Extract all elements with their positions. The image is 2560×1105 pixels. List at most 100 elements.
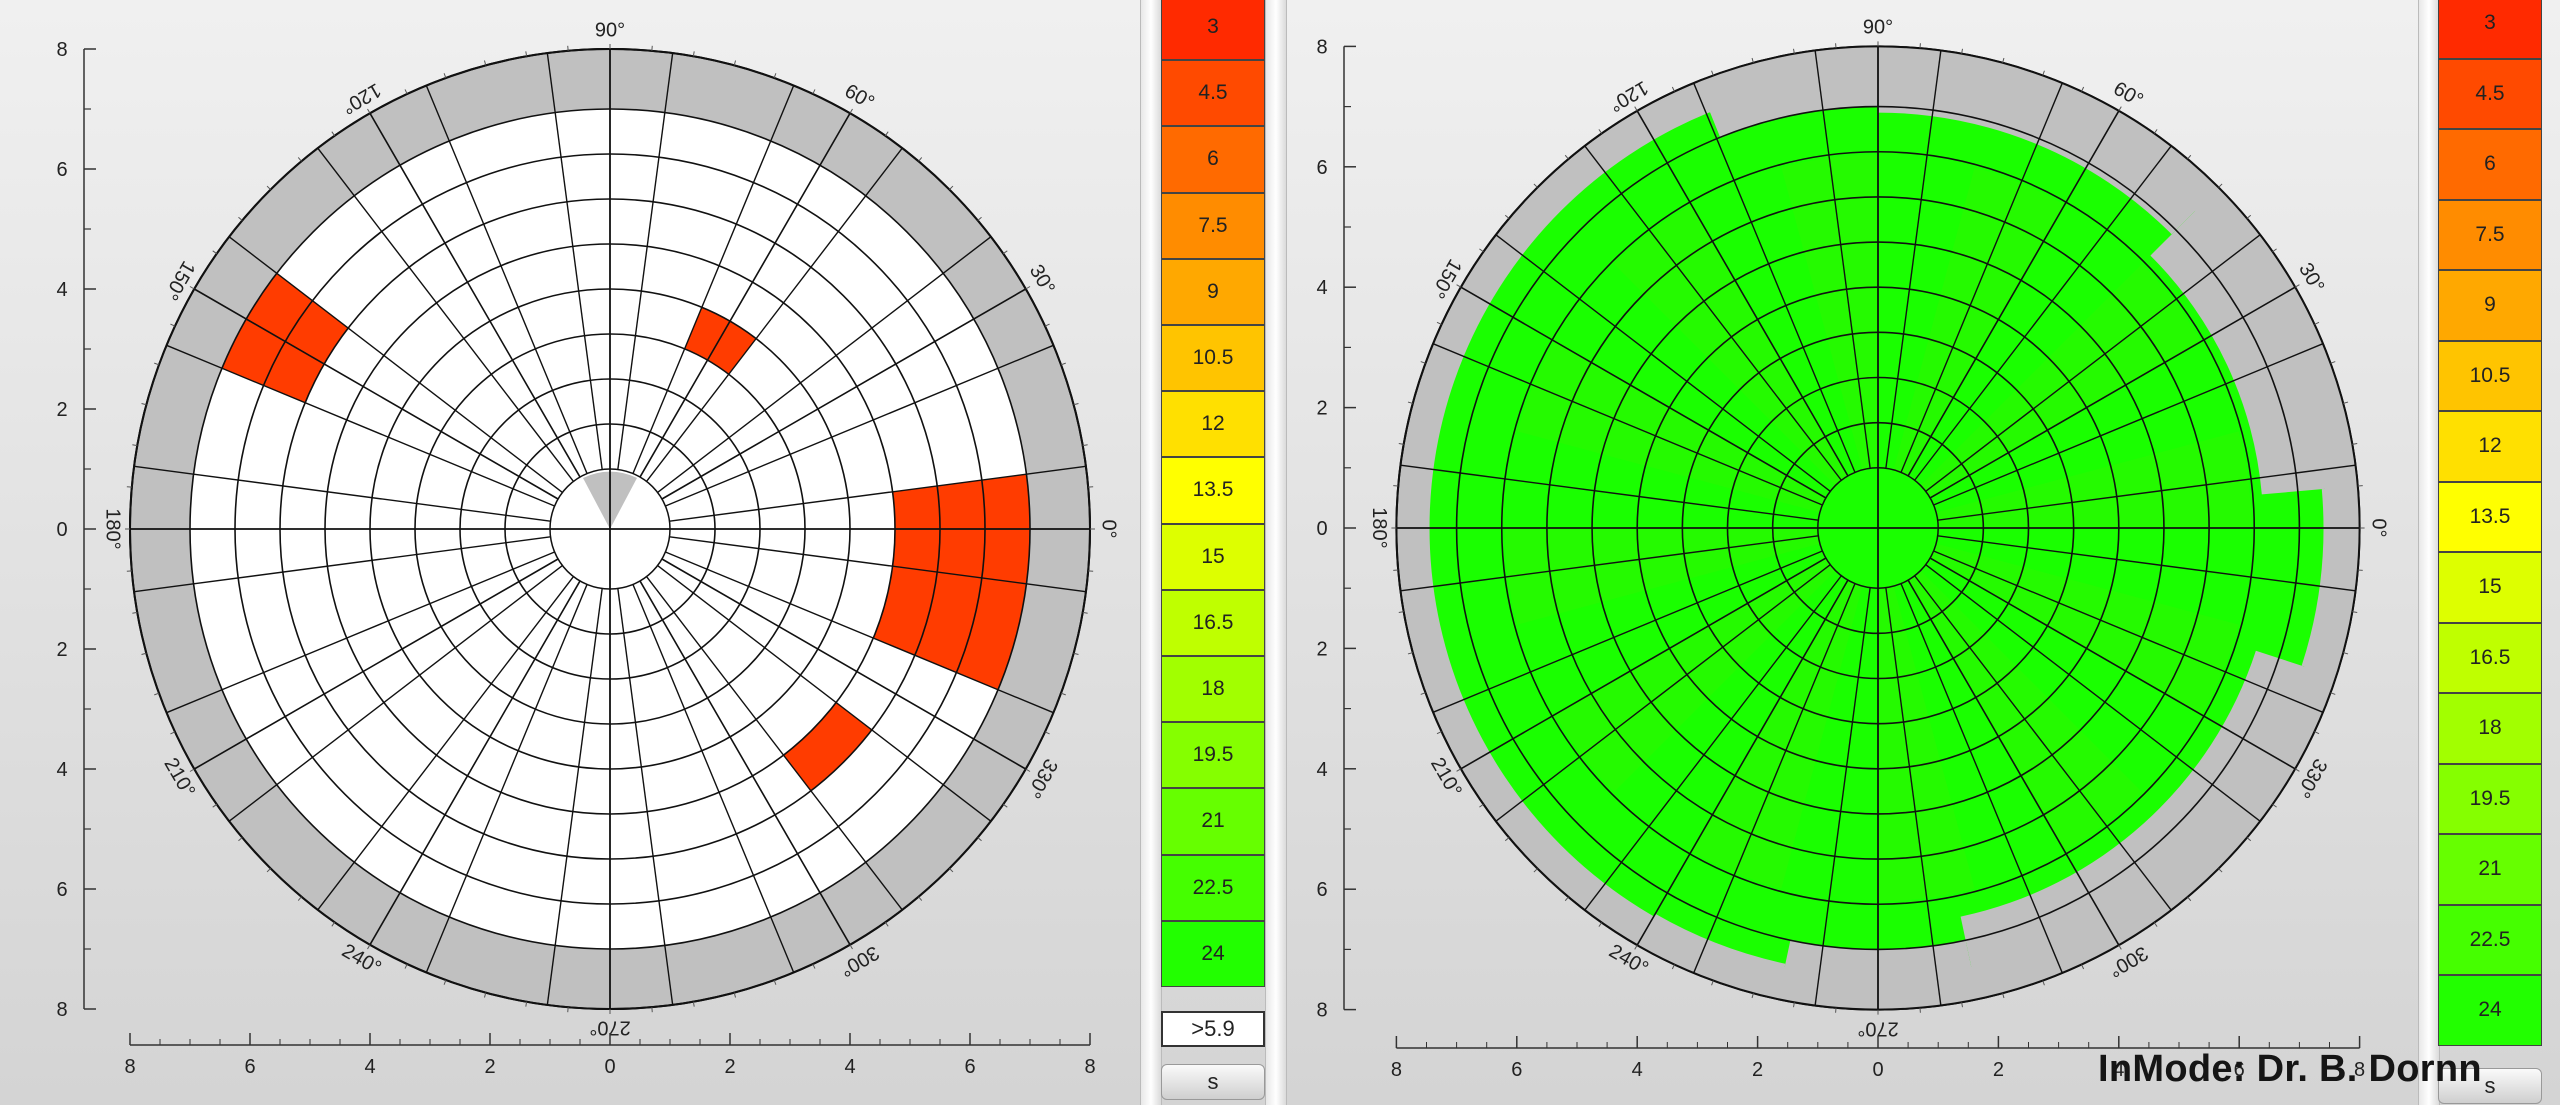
rim-tick — [1479, 803, 1484, 808]
grid-spoke — [865, 147, 903, 197]
x-tick-label: 4 — [364, 1056, 375, 1078]
rim-tick — [2187, 154, 2192, 160]
left-polar-chart: 0°30°60°90°120°150°180°210°240°270°300°3… — [56, 19, 1119, 1078]
grid-spoke — [193, 558, 559, 770]
rim-tick — [1025, 286, 1031, 290]
legend-cell: 21 — [2438, 834, 2542, 905]
legend-cell: 16.5 — [1161, 589, 1265, 656]
grid-spoke — [134, 465, 194, 475]
rim-tick — [1082, 611, 1088, 614]
rim-tick — [1564, 154, 1569, 160]
legend-cell: 3 — [2438, 0, 2542, 59]
legend-cell: 7.5 — [2438, 199, 2542, 270]
legend-cell: 15 — [2438, 552, 2542, 623]
threshold-value-field[interactable]: >5.9 — [1161, 1011, 1265, 1047]
grid-spoke — [1026, 583, 1086, 593]
y-tick-label: 2 — [1316, 398, 1327, 420]
legend-cell: 22.5 — [1161, 854, 1265, 921]
legend-cell: 21 — [1161, 788, 1265, 855]
legend-cell: 12 — [2438, 411, 2542, 482]
grid-spoke — [221, 367, 555, 507]
rim-tick — [1002, 803, 1008, 808]
coverage-cell — [1920, 264, 2202, 498]
angle-label: 270° — [589, 1017, 630, 1039]
rim-tick — [2187, 896, 2192, 902]
rim-tick — [2294, 284, 2300, 288]
grid-spoke — [661, 558, 1027, 770]
rim-tick — [132, 611, 138, 614]
grid-spoke — [664, 53, 674, 113]
grid-spoke — [1400, 582, 1461, 592]
grid-spoke — [639, 112, 851, 478]
grid-spoke — [1822, 587, 1871, 946]
grid-spoke — [1543, 270, 1831, 492]
grid-spoke — [1495, 783, 1545, 822]
rim-tick — [949, 185, 954, 190]
x-tick-label: 6 — [2234, 1059, 2245, 1081]
grid-spoke — [554, 112, 603, 470]
rim-tick — [189, 768, 195, 772]
grid-spoke — [632, 140, 772, 474]
grid-spoke — [1914, 575, 2136, 863]
coverage-cell — [1936, 431, 2252, 528]
x-tick-label: 4 — [1632, 1059, 1643, 1081]
grid-spoke — [661, 288, 1027, 500]
rim-tick — [773, 73, 777, 79]
grid-spoke — [546, 53, 556, 113]
grid-spoke — [276, 564, 563, 786]
rim-tick — [1398, 611, 1404, 613]
rim-tick — [1073, 652, 1079, 656]
grid-spoke — [1495, 234, 1545, 273]
rim-tick — [2042, 980, 2045, 986]
uncovered-cell — [1697, 46, 1878, 138]
grid-spoke — [1932, 945, 1942, 1006]
grid-spoke — [425, 916, 450, 973]
rim-tick — [812, 963, 816, 969]
rim-tick — [849, 944, 853, 950]
highlight-cell — [956, 577, 1027, 690]
rim-tick — [1504, 214, 1510, 219]
legend-cell: 18 — [1161, 656, 1265, 723]
rim-tick — [2042, 70, 2045, 76]
unit-button[interactable]: s — [2438, 1068, 2542, 1104]
coverage-cell — [1930, 543, 2239, 715]
rim-tick — [733, 992, 737, 998]
grid-spoke — [1900, 138, 2040, 473]
rim-tick — [404, 963, 408, 969]
grid-spoke — [425, 85, 450, 142]
rim-tick — [238, 837, 243, 842]
rim-tick — [1044, 731, 1050, 735]
grid-spoke — [664, 945, 674, 1005]
x-tick-label: 8 — [1084, 1056, 1095, 1078]
unit-button[interactable]: s — [1161, 1064, 1265, 1100]
grid-spoke — [317, 861, 355, 911]
grid-spoke — [228, 784, 278, 822]
grid-spoke — [1432, 688, 1489, 713]
grid-spoke — [1584, 861, 1623, 911]
rim-tick — [849, 108, 853, 114]
rim-tick — [331, 131, 336, 137]
rim-tick — [2002, 993, 2005, 999]
rim-tick — [297, 157, 302, 162]
rim-tick — [238, 216, 243, 221]
grid-spoke — [1907, 579, 2120, 946]
y-tick-label: 8 — [56, 999, 67, 1021]
grid-spoke — [353, 576, 575, 863]
rim-tick — [2118, 106, 2122, 112]
rim-tick — [949, 868, 954, 873]
rim-tick — [2218, 183, 2223, 188]
rim-tick — [884, 131, 889, 137]
grid-spoke — [166, 689, 223, 714]
grid-spoke — [2295, 464, 2356, 474]
rim-tick — [2153, 129, 2158, 134]
legend-cell: 10.5 — [2438, 340, 2542, 411]
right-polar-chart: 0°30°60°90°120°150°180°210°240°270°300°3… — [1316, 17, 2389, 1081]
legend-cell: 9 — [2438, 270, 2542, 341]
rim-tick — [692, 1001, 695, 1007]
legend-cell: 4.5 — [2438, 58, 2542, 129]
grid-spoke — [193, 288, 559, 500]
grid-spoke — [1460, 535, 1819, 584]
legend-cell: 7.5 — [1161, 192, 1265, 259]
grid-spoke — [669, 473, 1027, 522]
rim-tick — [2314, 321, 2320, 325]
